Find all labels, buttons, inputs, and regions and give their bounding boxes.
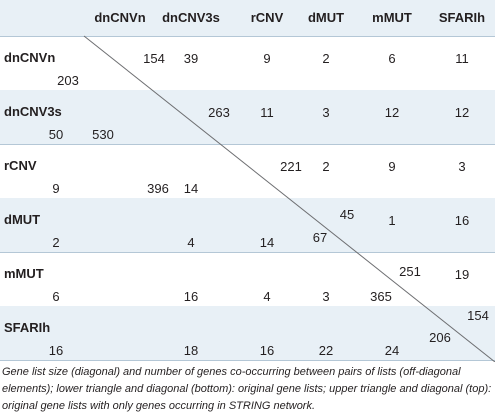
- diagonal-bottom-value: 396: [147, 181, 169, 196]
- table-caption: Gene list size (diagonal) and number of …: [2, 366, 492, 412]
- upper-cell-value: 6: [388, 51, 396, 66]
- lower-cell-value: 24: [384, 343, 400, 358]
- row-band: [0, 198, 495, 252]
- row-label: dMUT: [4, 212, 41, 227]
- lower-cell-value: 2: [52, 235, 60, 250]
- diagonal-bottom-value: 365: [370, 289, 392, 304]
- upper-cell-value: 2: [322, 159, 330, 174]
- upper-cell-value: 16: [454, 213, 470, 228]
- diagonal-top-value: 45: [339, 207, 355, 222]
- upper-cell-value: 12: [454, 105, 470, 120]
- row-divider: [0, 252, 495, 253]
- diagonal-top-value: 154: [467, 308, 489, 323]
- lower-cell-value: 22: [318, 343, 334, 358]
- row-label: SFARIh: [4, 320, 51, 335]
- lower-cell-value: 4: [263, 289, 271, 304]
- lower-cell-value: 16: [259, 343, 275, 358]
- diagonal-top-value: 251: [399, 264, 421, 279]
- lower-cell-value: 14: [183, 181, 199, 196]
- lower-cell-value: 3: [322, 289, 330, 304]
- row-divider: [0, 360, 495, 361]
- diagonal-bottom-value: 203: [57, 73, 79, 88]
- diagonal-top-value: 154: [143, 51, 165, 66]
- row-band: [0, 90, 495, 144]
- diagonal-bottom-value: 67: [312, 230, 328, 245]
- column-header: dnCNV3s: [162, 10, 220, 25]
- co-occurrence-table: dnCNVn dnCNV3s rCNV dMUT mMUT SFARIh dnCNVn 15…: [0, 0, 495, 362]
- row-label: mMUT: [4, 266, 44, 281]
- upper-cell-value: 11: [260, 105, 274, 120]
- diagonal-separator: [83, 35, 495, 362]
- row-band: [0, 306, 495, 360]
- column-header: mMUT: [372, 10, 412, 25]
- upper-cell-value: 2: [322, 51, 330, 66]
- lower-cell-value: 50: [48, 127, 64, 142]
- upper-cell-value: 9: [388, 159, 396, 174]
- upper-cell-value: 19: [454, 267, 470, 282]
- upper-cell-value: 11: [455, 51, 469, 66]
- lower-cell-value: 16: [48, 343, 64, 358]
- upper-cell-value: 1: [388, 213, 396, 228]
- column-header: dnCNVn: [94, 10, 146, 25]
- lower-cell-value: 9: [52, 181, 60, 196]
- upper-cell-value: 39: [183, 51, 199, 66]
- diagonal-top-value: 263: [208, 105, 230, 120]
- lower-cell-value: 4: [187, 235, 195, 250]
- upper-cell-value: 3: [322, 105, 330, 120]
- lower-cell-value: 14: [259, 235, 275, 250]
- column-header: SFARIh: [438, 10, 486, 25]
- diagonal-top-value: 221: [280, 159, 302, 174]
- upper-cell-value: 3: [458, 159, 466, 174]
- header-band: [0, 0, 495, 36]
- lower-cell-value: 6: [52, 289, 60, 304]
- column-header: dMUT: [307, 10, 345, 25]
- column-header: rCNV: [250, 10, 284, 25]
- upper-cell-value: 9: [263, 51, 271, 66]
- row-label: dnCNVn: [4, 50, 56, 65]
- row-label: dnCNV3s: [4, 104, 62, 119]
- upper-cell-value: 12: [384, 105, 400, 120]
- row-label: rCNV: [4, 158, 37, 173]
- lower-cell-value: 18: [183, 343, 199, 358]
- diagonal-bottom-value: 206: [429, 330, 451, 345]
- lower-cell-value: 16: [183, 289, 199, 304]
- diagonal-bottom-value: 530: [92, 127, 114, 142]
- header-divider: [0, 36, 495, 37]
- row-divider: [0, 144, 495, 145]
